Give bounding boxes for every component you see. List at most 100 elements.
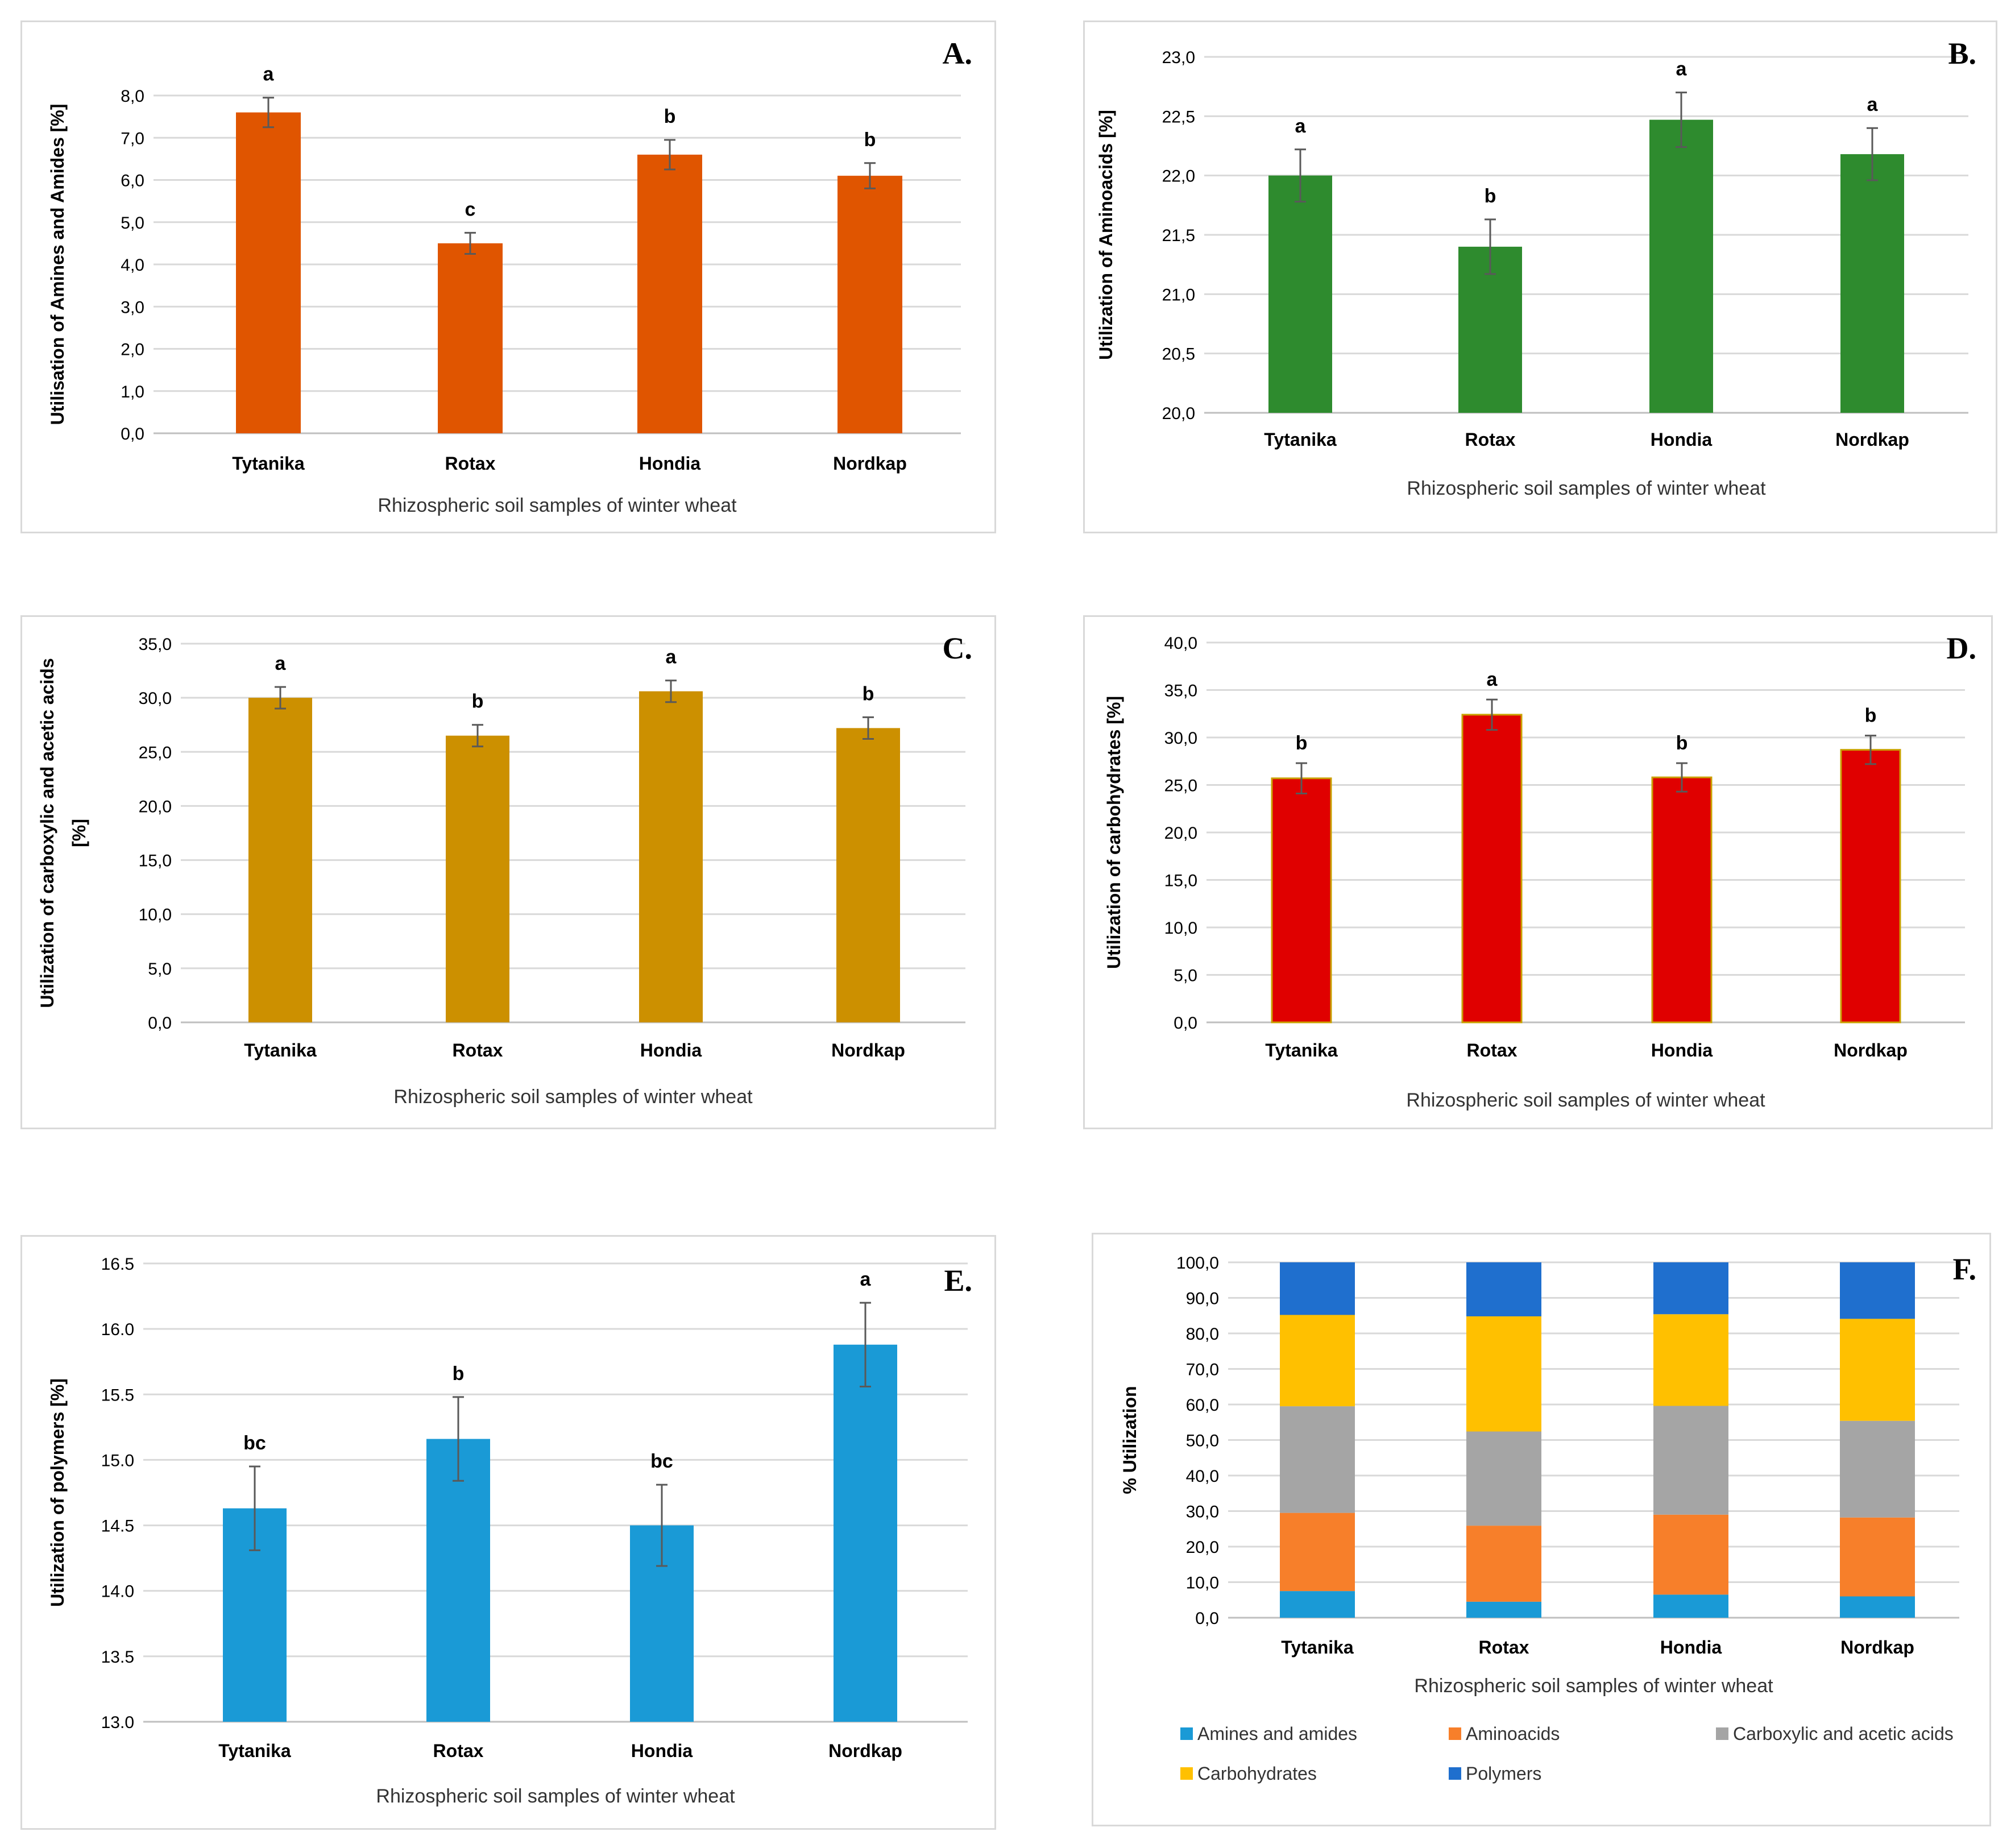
p5-panel-letter: E.	[944, 1263, 972, 1298]
p1-y-tick-label: 5,0	[121, 214, 144, 233]
p3-bar	[446, 735, 509, 1022]
p3-x-tick-label: Hondia	[640, 1040, 702, 1060]
p3-y-axis-label: Utilization of carboxylic and acetic aci…	[37, 658, 57, 1008]
p2-significance-label: b	[1485, 185, 1496, 207]
p6-y-tick-label: 10,0	[1186, 1574, 1219, 1593]
p5-x-tick-label: Tytanika	[218, 1741, 291, 1761]
p6-y-tick-label: 30,0	[1186, 1503, 1219, 1522]
p2-bar	[1840, 154, 1904, 413]
p6-bar-segment	[1653, 1514, 1728, 1595]
p6-x-tick-label: Rotax	[1479, 1637, 1529, 1658]
p5-y-tick-label: 15.0	[101, 1451, 134, 1470]
p1-y-tick-label: 2,0	[121, 341, 144, 359]
p6-legend-label: Carbohydrates	[1197, 1763, 1317, 1784]
p4-significance-label: a	[1487, 669, 1498, 690]
p6-y-axis-label: % Utilization	[1120, 1386, 1140, 1494]
p3-bar	[639, 691, 703, 1022]
p6-legend-label: Carboxylic and acetic acids	[1733, 1723, 1954, 1744]
p1-y-tick-label: 3,0	[121, 298, 144, 317]
p2-y-tick-label: 22,5	[1162, 107, 1195, 126]
p3-y-tick-label: 25,0	[139, 743, 172, 762]
p2-bar	[1649, 119, 1713, 413]
p1-x-tick-label: Tytanika	[232, 453, 305, 474]
p4-y-tick-label: 5,0	[1174, 967, 1197, 985]
p3-bar	[836, 728, 900, 1022]
p6-y-tick-label: 60,0	[1186, 1396, 1219, 1415]
p6-legend-swatch	[1180, 1727, 1193, 1740]
p2-y-tick-label: 23,0	[1162, 48, 1195, 67]
p6-bar-segment	[1466, 1262, 1541, 1316]
p1-y-tick-label: 0,0	[121, 425, 144, 444]
p6-bar-segment	[1466, 1431, 1541, 1526]
p3-x-tick-label: Nordkap	[831, 1040, 905, 1060]
p1-x-tick-label: Hondia	[639, 453, 701, 474]
p1-x-tick-label: Nordkap	[833, 453, 907, 474]
p6-legend-label: Polymers	[1466, 1763, 1541, 1784]
p3-y-tick-label: 10,0	[139, 906, 172, 925]
p1-x-axis-label: Rhizospheric soil samples of winter whea…	[378, 495, 737, 516]
p6-legend-label: Aminoacids	[1466, 1723, 1560, 1744]
p1-bar	[438, 243, 503, 433]
p2-y-tick-label: 22,0	[1162, 167, 1195, 186]
p3-x-tick-label: Tytanika	[244, 1040, 317, 1060]
p4-x-tick-label: Rotax	[1467, 1040, 1518, 1060]
p6-x-axis-label: Rhizospheric soil samples of winter whea…	[1414, 1675, 1773, 1697]
p6-x-tick-label: Tytanika	[1281, 1637, 1354, 1658]
p2-significance-label: a	[1676, 59, 1688, 80]
p4-y-tick-label: 40,0	[1164, 634, 1197, 653]
p6-bar-segment	[1653, 1262, 1728, 1315]
p3-y-tick-label: 15,0	[139, 852, 172, 871]
p3-significance-label: b	[472, 691, 484, 712]
p1-y-tick-label: 4,0	[121, 256, 144, 275]
p5-y-tick-label: 15.5	[101, 1386, 134, 1404]
p6-bar-segment	[1466, 1316, 1541, 1432]
p3-y-tick-label: 0,0	[148, 1014, 172, 1033]
p6-legend-swatch	[1449, 1727, 1461, 1740]
p5-significance-label: bc	[650, 1451, 673, 1472]
p6-bar-segment	[1840, 1517, 1915, 1597]
p6-legend-swatch	[1180, 1767, 1193, 1780]
p3-x-axis-label: Rhizospheric soil samples of winter whea…	[393, 1086, 753, 1108]
p4-x-axis-label: Rhizospheric soil samples of winter whea…	[1406, 1089, 1765, 1111]
p3-y-tick-label: 30,0	[139, 689, 172, 708]
p6-bar-segment	[1466, 1601, 1541, 1618]
p4-y-axis-label: Utilization of carbohydrates [%]	[1104, 696, 1124, 969]
p4-bar	[1461, 714, 1523, 1024]
p5-bar	[834, 1344, 897, 1722]
p2-y-axis-label: Utilization of Aminoacids [%]	[1096, 110, 1116, 360]
p2-x-tick-label: Nordkap	[1835, 429, 1909, 450]
p6-bar-segment	[1653, 1314, 1728, 1406]
panel-a	[20, 20, 996, 533]
p4-bar	[1840, 749, 1901, 1024]
p1-y-tick-label: 7,0	[121, 129, 144, 148]
p5-y-tick-label: 16.0	[101, 1320, 134, 1339]
p1-y-axis-label: Utilisation of Amines and Amides [%]	[47, 104, 68, 425]
p6-y-tick-label: 100,0	[1176, 1254, 1219, 1273]
p5-x-tick-label: Rotax	[433, 1741, 484, 1761]
p4-y-tick-label: 20,0	[1164, 824, 1197, 843]
p5-x-tick-label: Hondia	[631, 1741, 693, 1761]
p6-legend-swatch	[1716, 1727, 1728, 1740]
p4-significance-label: b	[1296, 732, 1308, 754]
p2-significance-label: a	[1295, 115, 1307, 137]
p5-significance-label: bc	[243, 1432, 266, 1454]
p6-bar-segment	[1840, 1596, 1915, 1618]
p4-y-tick-label: 30,0	[1164, 729, 1197, 748]
p6-bar-segment	[1280, 1591, 1355, 1618]
p3-y-tick-label: 35,0	[139, 635, 172, 654]
p6-y-tick-label: 80,0	[1186, 1325, 1219, 1344]
p4-significance-label: b	[1676, 732, 1688, 754]
p6-y-tick-label: 20,0	[1186, 1538, 1219, 1557]
p6-y-tick-label: 70,0	[1186, 1361, 1219, 1379]
p1-significance-label: b	[664, 106, 676, 127]
p6-legend-label: Amines and amides	[1197, 1723, 1357, 1744]
p4-panel-letter: D.	[1947, 631, 1977, 665]
p6-y-tick-label: 40,0	[1186, 1467, 1219, 1486]
p6-bar-segment	[1280, 1513, 1355, 1592]
p6-y-tick-label: 90,0	[1186, 1290, 1219, 1308]
p2-y-tick-label: 21,5	[1162, 226, 1195, 245]
p5-y-tick-label: 13.5	[101, 1648, 134, 1667]
p1-bar	[236, 112, 301, 433]
p4-bar	[1651, 776, 1713, 1024]
